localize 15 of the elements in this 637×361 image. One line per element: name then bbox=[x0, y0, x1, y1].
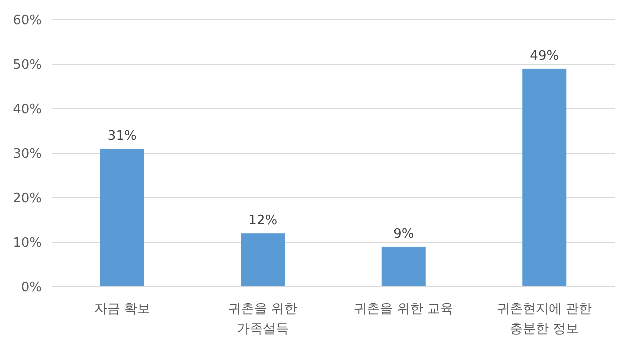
x-tick-label: 귀촌현지에 관한 충분한 정보 bbox=[497, 302, 592, 337]
y-tick-label: 20% bbox=[13, 192, 42, 206]
x-tick-label: 자금 확보 bbox=[94, 302, 150, 317]
x-tick-label: 귀촌을 위한 가족설득 bbox=[228, 302, 298, 337]
y-tick-label: 50% bbox=[13, 58, 42, 73]
data-label: 49% bbox=[530, 48, 560, 64]
y-tick-label: 0% bbox=[21, 280, 42, 296]
y-tick-label: 40% bbox=[13, 102, 42, 118]
x-tick-label: 귀촌을 위한 교육 bbox=[354, 302, 454, 317]
y-tick-label: 30% bbox=[13, 147, 42, 162]
data-label: 12% bbox=[248, 214, 278, 229]
data-label: 31% bbox=[108, 129, 137, 144]
y-tick-label: 60% bbox=[13, 14, 42, 28]
y-tick-label: 10% bbox=[13, 236, 42, 251]
data-label: 9% bbox=[394, 226, 414, 242]
